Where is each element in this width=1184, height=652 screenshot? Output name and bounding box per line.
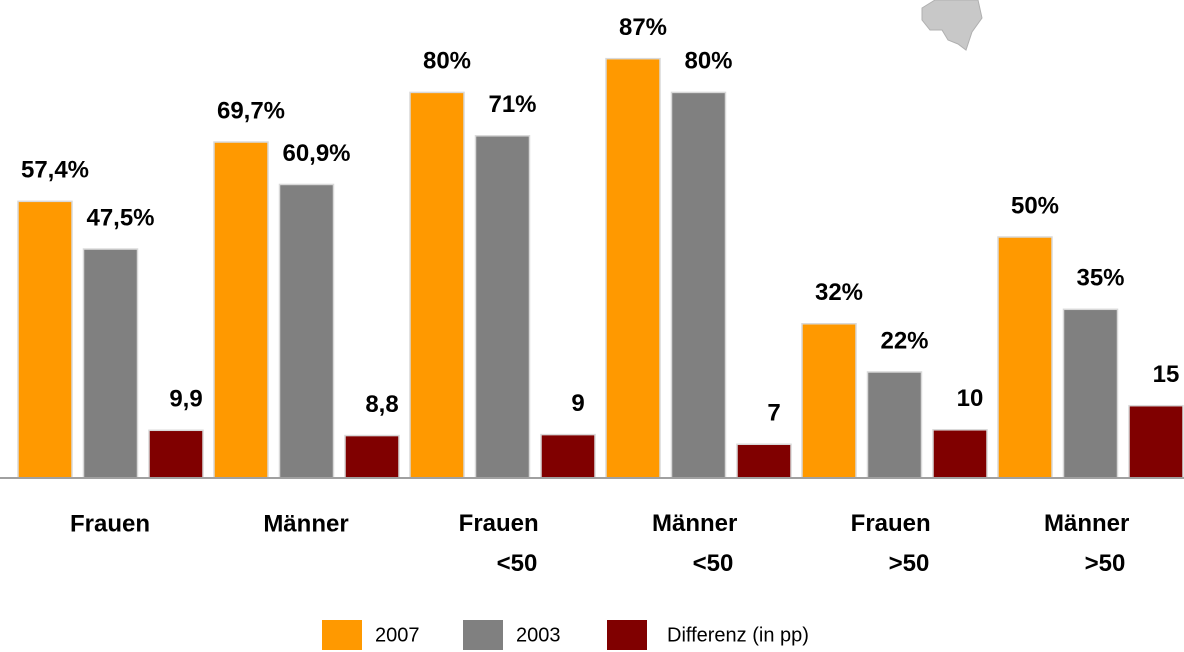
legend-label: 2003	[516, 624, 561, 646]
data-label: 47,5%	[86, 204, 154, 231]
data-label: 69,7%	[217, 97, 285, 124]
bar	[213, 141, 269, 479]
data-label: 87%	[619, 14, 667, 41]
x-tick-label: Frauen	[70, 510, 150, 537]
legend-swatch	[607, 620, 647, 650]
bar	[1062, 308, 1119, 479]
data-label: 8,8	[365, 391, 398, 418]
legend-swatch	[322, 620, 362, 650]
bar	[605, 57, 661, 479]
bar	[409, 91, 465, 479]
bar	[932, 429, 988, 479]
data-label: 32%	[815, 279, 863, 306]
data-label: 9,9	[169, 386, 202, 413]
bar	[866, 371, 923, 479]
bar	[997, 236, 1053, 479]
bar	[82, 248, 139, 479]
data-label: 57,4%	[21, 157, 89, 184]
bar	[278, 183, 335, 479]
bar	[344, 434, 400, 479]
data-label: 10	[957, 385, 984, 412]
legend-swatch	[463, 620, 503, 650]
x-tick-label: Frauen <50	[459, 510, 546, 577]
data-label: 80%	[684, 48, 732, 75]
bar	[17, 200, 73, 479]
bar	[474, 135, 531, 479]
bar	[1128, 404, 1184, 479]
data-label: 60,9%	[282, 140, 350, 167]
x-tick-label: Männer	[263, 510, 348, 537]
legend-label: 2007	[375, 624, 420, 646]
bar	[736, 443, 792, 479]
bar	[148, 429, 204, 479]
data-label: 35%	[1076, 265, 1124, 292]
data-label: 22%	[880, 327, 928, 354]
bar	[540, 433, 596, 479]
data-label: 9	[571, 390, 584, 417]
x-tick-label: Frauen >50	[851, 510, 938, 577]
bar	[801, 323, 857, 479]
x-tick-label: Männer >50	[1044, 510, 1136, 577]
data-label: 50%	[1011, 192, 1059, 219]
x-tick-label: Männer <50	[652, 510, 744, 577]
legend-label: Differenz (in pp)	[667, 624, 809, 646]
data-label: 7	[767, 400, 780, 427]
data-label: 80%	[423, 48, 471, 75]
bar	[670, 91, 727, 479]
data-label: 71%	[488, 91, 536, 118]
data-label: 15	[1153, 361, 1180, 388]
map-icon	[921, 0, 983, 51]
